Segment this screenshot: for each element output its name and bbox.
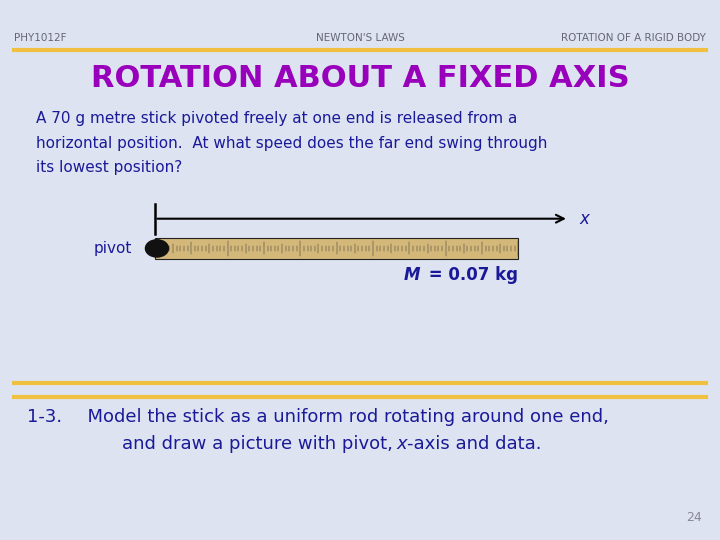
Text: A 70 g metre stick pivoted freely at one end is released from a: A 70 g metre stick pivoted freely at one… bbox=[36, 111, 518, 126]
Text: x: x bbox=[580, 210, 590, 228]
Text: Model the stick as a uniform rod rotating around one end,: Model the stick as a uniform rod rotatin… bbox=[76, 408, 608, 426]
Text: M: M bbox=[403, 266, 420, 285]
Text: 1-3.: 1-3. bbox=[27, 408, 63, 426]
Text: x: x bbox=[396, 435, 407, 453]
Text: 24: 24 bbox=[686, 511, 702, 524]
Text: = 0.07 kg: = 0.07 kg bbox=[423, 266, 518, 285]
Text: NEWTON'S LAWS: NEWTON'S LAWS bbox=[315, 33, 405, 43]
Text: its lowest position?: its lowest position? bbox=[36, 160, 182, 175]
Bar bbox=[155, 238, 518, 259]
Text: ROTATION ABOUT A FIXED AXIS: ROTATION ABOUT A FIXED AXIS bbox=[91, 64, 629, 93]
Text: pivot: pivot bbox=[94, 241, 132, 256]
Text: horizontal position.  At what speed does the far end swing through: horizontal position. At what speed does … bbox=[36, 136, 547, 151]
Text: -axis and data.: -axis and data. bbox=[407, 435, 541, 453]
Text: PHY1012F: PHY1012F bbox=[14, 33, 67, 43]
Circle shape bbox=[145, 240, 168, 257]
Text: 0: 0 bbox=[156, 240, 166, 255]
Text: ROTATION OF A RIGID BODY: ROTATION OF A RIGID BODY bbox=[561, 33, 706, 43]
Text: and draw a picture with pivot,: and draw a picture with pivot, bbox=[76, 435, 398, 453]
